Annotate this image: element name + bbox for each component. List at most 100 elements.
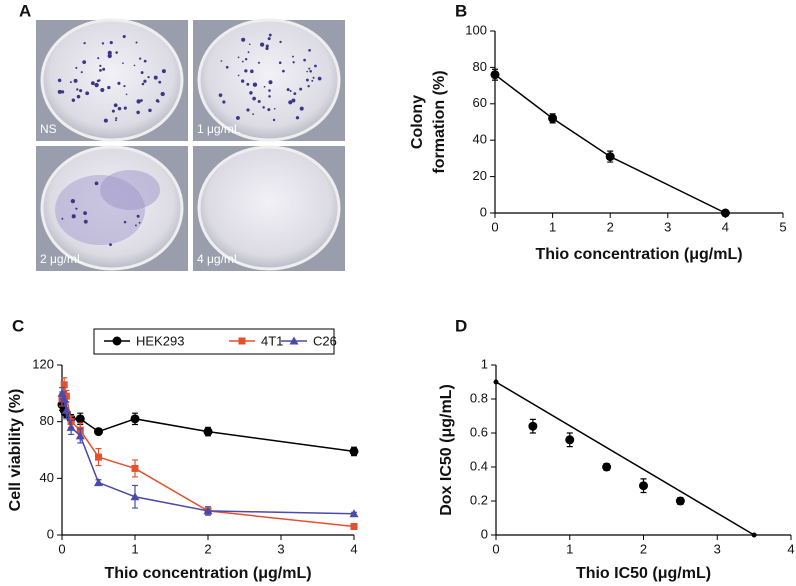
colony (138, 221, 141, 224)
colony (268, 95, 271, 98)
colony (60, 90, 65, 94)
colony (115, 117, 118, 120)
legend-label: HEK293 (136, 333, 184, 348)
colonies (57, 33, 322, 247)
marker (95, 453, 102, 461)
x-tick-label: 3 (714, 541, 721, 556)
colony (102, 67, 106, 71)
colony (257, 99, 261, 104)
series-line (61, 393, 355, 515)
y-tick-label: 0 (47, 526, 54, 541)
photo-caption: 4 μg/mL (197, 252, 241, 266)
colony (161, 69, 166, 74)
marker (131, 464, 139, 472)
marker (94, 478, 103, 487)
colony (117, 81, 121, 85)
colony (241, 60, 244, 63)
colony (140, 99, 143, 102)
colony (76, 94, 81, 99)
colony (267, 37, 271, 41)
colony (134, 224, 137, 227)
x-tick-label: 5 (779, 219, 786, 234)
colony (107, 53, 112, 59)
photo-caption: NS (40, 122, 57, 136)
marker (130, 492, 140, 501)
colony (218, 93, 223, 97)
marker (59, 394, 69, 403)
colony (117, 106, 122, 111)
x-axis-label: Thio IC50 (μg/mL) (576, 565, 711, 582)
x-tick-label: 0 (58, 541, 65, 556)
y-tick-label: 20 (473, 168, 487, 183)
colony (143, 79, 147, 83)
legend-marker (112, 336, 122, 346)
colony (306, 70, 309, 73)
colony (123, 106, 127, 110)
colony (293, 92, 297, 96)
colony (244, 57, 248, 61)
colony (263, 85, 266, 88)
colony (94, 82, 99, 88)
x-axis-label: Thio concentration (μg/mL) (104, 565, 311, 582)
dish (197, 145, 341, 271)
colony (257, 61, 261, 64)
marker (94, 427, 103, 437)
marker (60, 381, 68, 389)
colony (71, 214, 76, 219)
legend-label: C26 (313, 333, 337, 348)
x-tick-label: 4 (722, 219, 729, 234)
legend-marker (238, 337, 246, 345)
colony (82, 60, 87, 65)
colony (100, 88, 105, 93)
colony (225, 65, 229, 69)
colony (85, 91, 90, 96)
dish (40, 18, 184, 142)
colony (308, 48, 311, 52)
x-tick-label: 0 (492, 541, 499, 556)
colony (309, 70, 312, 73)
legend-marker (289, 336, 299, 345)
series-line (61, 384, 355, 528)
colony (244, 69, 248, 73)
y-tick-label: 0 (481, 526, 488, 541)
colony (115, 51, 118, 54)
panel-letter: D (455, 316, 467, 335)
colony (265, 44, 269, 48)
marker (349, 509, 359, 518)
colony (292, 61, 295, 64)
y-tick-label: 100 (465, 22, 487, 37)
series-line (494, 74, 726, 214)
colony (61, 217, 64, 220)
colony (123, 85, 126, 88)
colony (235, 115, 240, 120)
colony (139, 57, 142, 60)
colony (252, 96, 256, 101)
marker (350, 523, 358, 530)
y-tick-label: 60 (473, 95, 487, 110)
colony (222, 100, 226, 104)
marker (61, 405, 71, 414)
colony (289, 90, 292, 93)
marker (75, 414, 85, 424)
colony (308, 67, 311, 70)
x-tick-label: 3 (664, 219, 671, 234)
colony (295, 116, 300, 120)
colony (136, 110, 140, 115)
colony (246, 108, 250, 112)
y-axis-label: formation (%) (431, 70, 448, 173)
panel-letter: B (455, 1, 467, 20)
colony (57, 89, 62, 94)
colony (252, 82, 258, 87)
marker (62, 392, 70, 400)
colony (240, 79, 245, 83)
colony (133, 64, 136, 67)
y-tick-label: 1 (481, 356, 488, 371)
marker (130, 414, 140, 424)
colony (107, 85, 111, 90)
marker (349, 446, 359, 456)
colony (272, 118, 276, 122)
y-tick-label: 40 (40, 470, 54, 485)
colony (299, 106, 304, 111)
colony (250, 69, 254, 74)
colony (94, 181, 99, 186)
